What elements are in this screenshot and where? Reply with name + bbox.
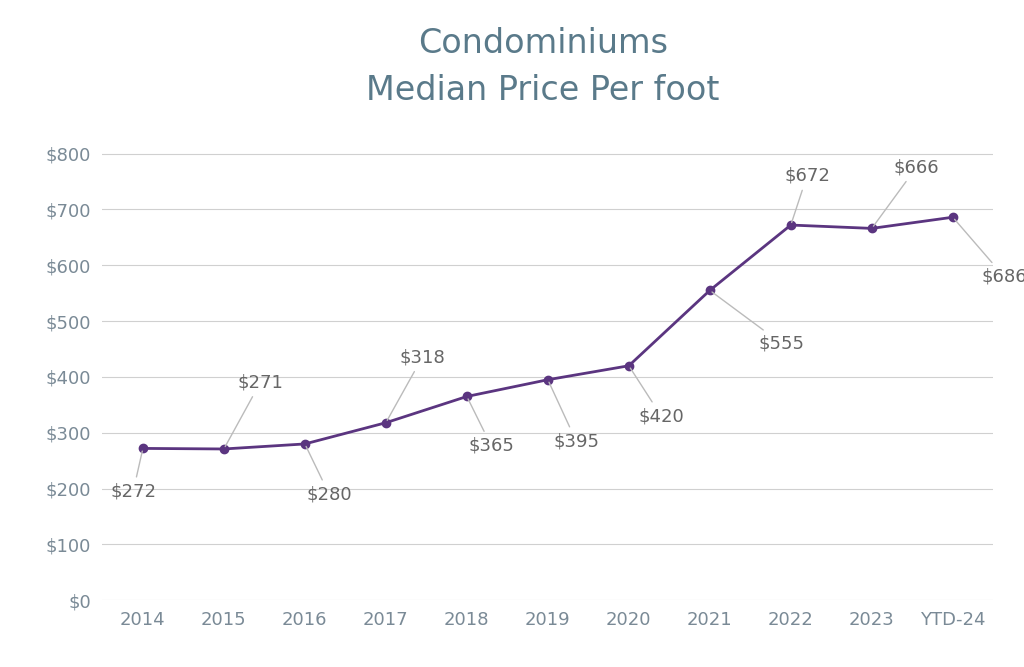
Text: $271: $271 — [225, 374, 284, 446]
Text: $365: $365 — [468, 399, 514, 455]
Text: Condominiums: Condominiums — [418, 27, 668, 60]
Text: $555: $555 — [712, 292, 805, 352]
Text: $272: $272 — [111, 451, 157, 500]
Text: $672: $672 — [784, 167, 829, 222]
Text: $666: $666 — [873, 159, 939, 226]
Text: $420: $420 — [631, 368, 684, 425]
Text: Median Price Per foot: Median Price Per foot — [366, 74, 720, 107]
Text: $280: $280 — [306, 446, 352, 503]
Text: $395: $395 — [549, 382, 599, 450]
Text: $318: $318 — [387, 348, 445, 420]
Text: $686: $686 — [954, 219, 1024, 285]
